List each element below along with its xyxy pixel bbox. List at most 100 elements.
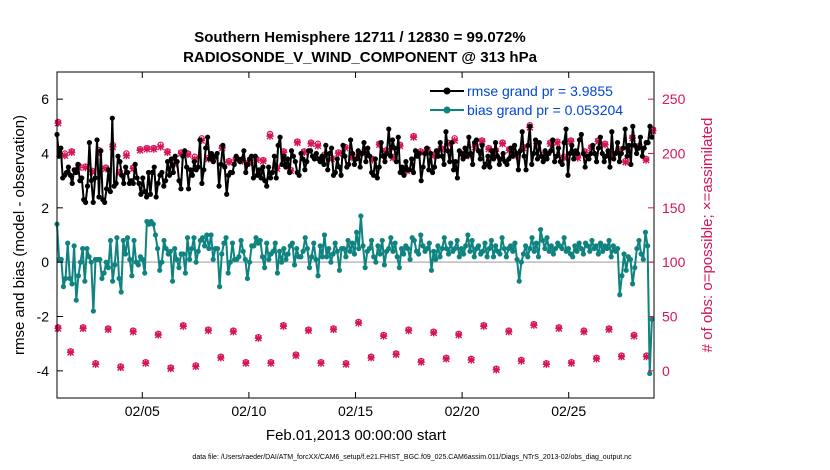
obs-assimilated-marker [192, 362, 200, 371]
rmse-point [496, 161, 502, 167]
rmse-point [403, 159, 409, 165]
rmse-point [378, 140, 384, 146]
bias-point [360, 243, 366, 249]
bias-point [593, 243, 599, 249]
rmse-point [185, 186, 192, 192]
bias-point [283, 256, 289, 263]
rmse-point [224, 191, 230, 197]
bias-point [520, 251, 527, 257]
bias-point [315, 273, 321, 279]
bias-point [313, 256, 319, 263]
bias-point [240, 248, 246, 254]
bias-point [324, 254, 330, 260]
rmse-point [222, 164, 228, 170]
rmse-point [454, 175, 460, 181]
bias-point [463, 243, 469, 249]
rmse-point [601, 159, 607, 165]
bias-point [570, 254, 576, 260]
rmse-point [245, 161, 251, 167]
rmse-point [241, 148, 247, 154]
rmse-point [506, 156, 512, 162]
rmse-point [597, 134, 603, 140]
rmse-point [121, 180, 127, 186]
obs-assimilated-marker [342, 360, 350, 368]
rmse-point [359, 150, 365, 157]
obs-assimilated-marker [354, 319, 363, 327]
rmse-point [550, 137, 556, 143]
rmse-point [138, 191, 144, 197]
bias-point [525, 254, 531, 260]
rmse-point [203, 145, 209, 151]
bias-point [97, 256, 103, 263]
obs-assimilated-marker [417, 358, 425, 366]
bias-point [60, 284, 67, 290]
rmse-point [250, 175, 256, 181]
rmse-point [84, 183, 91, 189]
bias-point [88, 259, 94, 265]
bias-point [309, 254, 315, 260]
rmse-point [132, 161, 138, 167]
rmse-point [231, 161, 237, 167]
bias-point [565, 245, 572, 252]
bias-point [516, 278, 522, 284]
rmse-point [262, 178, 268, 184]
rmse-point [105, 167, 112, 173]
bias-point [276, 248, 283, 254]
rmse-point [519, 129, 525, 135]
rmse-point [475, 148, 481, 154]
bias-point [550, 251, 557, 257]
rmse-point [287, 169, 293, 176]
rmse-point [256, 167, 262, 173]
bias-point [508, 243, 514, 249]
rmse-point [180, 153, 186, 159]
bias-point [225, 270, 231, 276]
bias-point [304, 245, 310, 252]
rmse-point [353, 156, 359, 162]
rmse-point [603, 153, 609, 159]
rmse-point [142, 188, 148, 195]
rmse-point [489, 148, 495, 154]
rmse-point [73, 169, 79, 176]
bias-point [266, 256, 272, 263]
obs-assimilated-marker [505, 328, 513, 336]
rmse-point [328, 145, 335, 151]
rmse-point [220, 142, 226, 148]
bias-point [298, 254, 304, 260]
rmse-point [357, 164, 363, 170]
bias-point [58, 256, 64, 263]
rmse-point [450, 167, 457, 173]
bias-point [184, 235, 191, 241]
obs-assimilated-marker [485, 145, 493, 153]
rmse-point [239, 156, 245, 162]
bias-point [411, 237, 417, 244]
obs-assimilated-marker [122, 152, 131, 160]
rmse-point [468, 150, 474, 157]
bias-point [229, 240, 236, 246]
bias-point [456, 254, 462, 260]
bias-point [634, 245, 640, 252]
obs-assimilated-marker [157, 143, 165, 151]
rmse-point [336, 164, 342, 170]
obs-assimilated-marker [498, 140, 507, 148]
rmse-point [567, 150, 573, 157]
bias-point [499, 235, 505, 241]
bias-point [167, 248, 174, 254]
bias-point [180, 251, 186, 257]
legend-rmse-marker [443, 87, 451, 95]
rmse-point [130, 180, 136, 186]
rmse-point [582, 164, 588, 170]
y2-axis-ticks: 0 50 100 150 200 250 [648, 91, 686, 379]
rmse-point [441, 161, 447, 167]
rmse-point [458, 150, 464, 157]
rmse-point [637, 134, 644, 140]
obs-assimilated-marker [605, 325, 613, 334]
rmse-point [210, 159, 216, 165]
rmse-point [494, 153, 501, 159]
rmse-point [187, 167, 194, 173]
rmse-point [254, 172, 260, 178]
bias-point [488, 237, 494, 244]
bias-point [529, 235, 535, 241]
rmse-point [103, 186, 110, 192]
rmse-point [553, 153, 560, 159]
